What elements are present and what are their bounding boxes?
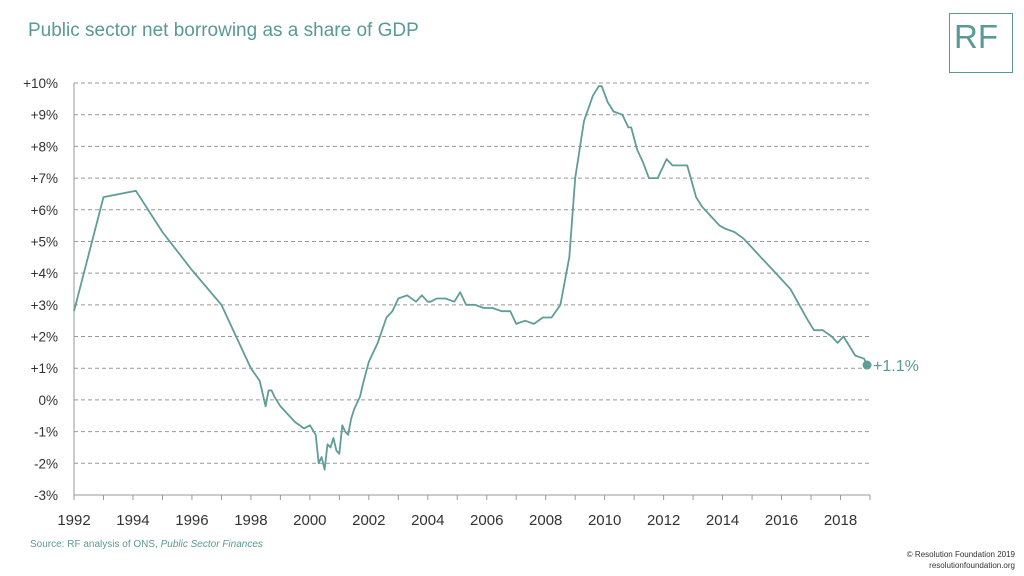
end-value-label: +1.1% xyxy=(873,358,919,375)
y-tick-label: +1% xyxy=(31,361,58,376)
x-tick-label: 1994 xyxy=(116,512,149,529)
y-tick-label: +7% xyxy=(31,171,58,186)
y-tick-label: +9% xyxy=(31,108,58,123)
y-tick-label: +8% xyxy=(31,139,58,154)
x-tick-label: 2016 xyxy=(765,512,798,529)
x-tick-label: 2000 xyxy=(293,512,326,529)
y-tick-label: +5% xyxy=(31,234,58,249)
series-line xyxy=(73,85,868,471)
source-prefix: Source: RF analysis of ONS, xyxy=(30,539,161,550)
source-publication: Public Sector Finances xyxy=(160,539,263,550)
x-tick-label: 2004 xyxy=(411,512,444,529)
website-line: resolutionfoundation.org xyxy=(929,561,1015,570)
y-tick-label: 0% xyxy=(38,393,58,408)
y-tick-label: +4% xyxy=(31,266,58,281)
y-tick-label: -3% xyxy=(34,488,58,503)
y-tick-label: +2% xyxy=(31,330,58,345)
x-tick-label: 1992 xyxy=(57,512,90,529)
logo-text: RF xyxy=(954,18,998,55)
x-tick-label: 2012 xyxy=(647,512,680,529)
y-tick-label: +10% xyxy=(23,76,58,91)
y-tick-label: +6% xyxy=(31,203,58,218)
copyright-note: © Resolution Foundation 2019 resolutionf… xyxy=(907,549,1015,571)
x-tick-label: 2006 xyxy=(470,512,503,529)
x-tick-label: 2014 xyxy=(706,512,739,529)
x-tick-label: 1996 xyxy=(175,512,208,529)
x-tick-label: 2008 xyxy=(529,512,562,529)
y-tick-label: -2% xyxy=(34,456,58,471)
y-tick-label: -1% xyxy=(34,425,58,440)
source-note: Source: RF analysis of ONS, Public Secto… xyxy=(30,539,263,550)
y-tick-label: +3% xyxy=(31,298,58,313)
end-point-marker xyxy=(862,360,872,370)
x-tick-label: 1998 xyxy=(234,512,267,529)
x-tick-label: 2018 xyxy=(824,512,857,529)
rf-logo: RF xyxy=(949,13,1013,73)
x-tick-label: 2002 xyxy=(352,512,385,529)
x-tick-label: 2010 xyxy=(588,512,621,529)
copyright-line: © Resolution Foundation 2019 xyxy=(906,550,1015,559)
chart-title: Public sector net borrowing as a share o… xyxy=(28,20,419,41)
